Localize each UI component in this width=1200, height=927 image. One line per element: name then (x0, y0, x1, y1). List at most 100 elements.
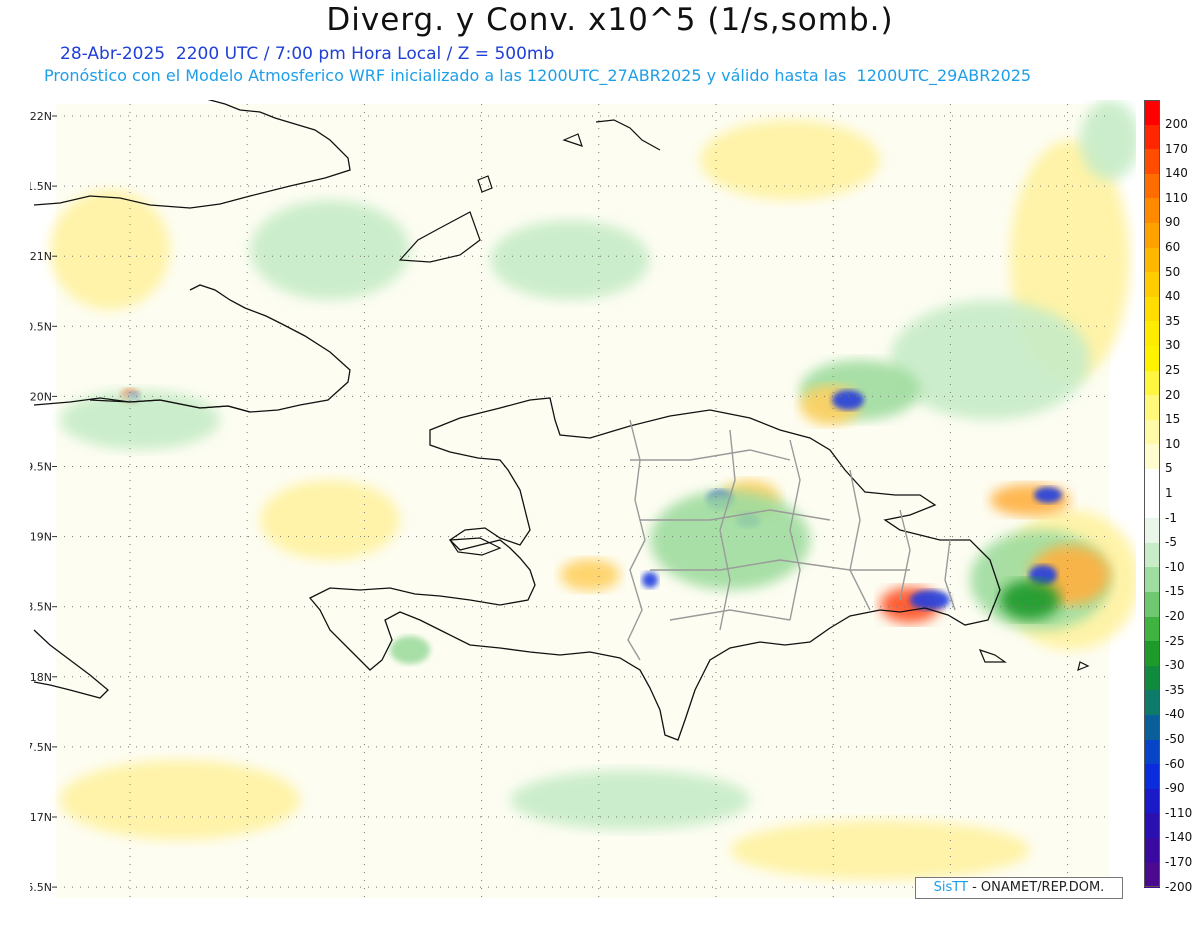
colorbar-label: 35 (1165, 313, 1181, 328)
lat-label: 1.5N (30, 180, 52, 193)
field-patch (700, 120, 880, 200)
colorbar-swatch (1144, 567, 1160, 593)
colorbar-label: 20 (1165, 387, 1181, 402)
colorbar-label: 140 (1165, 166, 1188, 181)
colorbar-swatch (1144, 124, 1160, 150)
colorbar-label: 1 (1165, 486, 1173, 500)
colorbar-swatch (1144, 788, 1160, 814)
field-patch (560, 559, 620, 591)
colorbar-swatch (1144, 321, 1160, 347)
valid-time-subtitle: 28-Abr-2025 2200 UTC / 7:00 pm Hora Loca… (60, 44, 555, 64)
colorbar-legend: 200 170 140 110 90 60 50 40 35 30 25 20 15 10 5 1 -1 -5 -1… (1144, 100, 1200, 905)
colorbar-swatch (1144, 838, 1160, 864)
divergence-field (50, 100, 1136, 880)
colorbar-label: 200 (1165, 117, 1188, 131)
field-patch (1080, 100, 1136, 180)
credit-box: SisTT - ONAMET/REP.DOM. (915, 877, 1123, 899)
colorbar-swatch (1144, 100, 1160, 126)
field-patch (510, 770, 750, 830)
lat-label: 9.5N (30, 461, 52, 474)
colorbar-label: -40 (1165, 707, 1185, 722)
lat-label: 18N (30, 671, 52, 684)
map-panel: 22N 1.5N 21N 0.5N 20N 9.5N 19N 8.5N 18N 7.5N 17N 6.… (30, 100, 1136, 900)
colorbar-label: 170 (1165, 141, 1188, 156)
colorbar-swatch (1144, 198, 1160, 224)
colorbar-label: -170 (1165, 855, 1193, 869)
colorbar-label: -15 (1165, 584, 1185, 599)
province-borders (627, 419, 956, 661)
field-patch (1034, 487, 1062, 503)
colorbar-label: 15 (1165, 412, 1181, 427)
colorbar-label: 60 (1165, 240, 1181, 254)
colorbar-swatch (1144, 739, 1160, 765)
field-patch (890, 300, 1090, 420)
colorbar-swatch (1144, 641, 1160, 667)
map-title: Diverg. y Conv. x10^5 (1/s,somb.) (326, 2, 894, 38)
colorbar-label: 25 (1165, 363, 1181, 377)
colorbar-swatch (1144, 665, 1160, 691)
field-patch (60, 390, 220, 450)
field-patch (1000, 580, 1060, 620)
colorbar-label: 40 (1165, 289, 1181, 304)
colorbar-label: -60 (1165, 756, 1185, 771)
field-patch (50, 190, 170, 310)
field-patch (250, 200, 410, 300)
field-patch (390, 636, 430, 664)
colorbar-label: -140 (1165, 830, 1193, 845)
colorbar-swatch (1144, 518, 1160, 544)
colorbar-swatch (1144, 247, 1160, 273)
colorbar-label: 30 (1165, 338, 1181, 353)
colorbar-label: 10 (1165, 436, 1181, 451)
divergence-map: 22N 1.5N 21N 0.5N 20N 9.5N 19N 8.5N 18N 7.5N 17N 6.… (30, 100, 1136, 898)
field-patch (260, 480, 400, 560)
colorbar-swatch (1144, 813, 1160, 839)
colorbar-swatch (1144, 493, 1160, 519)
colorbar-label: -50 (1165, 732, 1185, 746)
colorbar-label: 50 (1165, 264, 1181, 279)
colorbar-label: -30 (1165, 658, 1185, 673)
colorbar-swatch (1144, 296, 1160, 322)
colorbar-swatch (1144, 542, 1160, 568)
colorbar-swatch (1144, 370, 1160, 396)
field-patch (1029, 565, 1057, 585)
colorbar-swatch (1144, 173, 1160, 199)
field-patch (910, 590, 950, 610)
lat-label: 22N (30, 110, 52, 123)
colorbar-label: -25 (1165, 633, 1185, 648)
field-patch (60, 760, 300, 840)
colorbar-swatch (1144, 419, 1160, 445)
field-patch (832, 390, 864, 410)
lat-label: 21N (30, 250, 52, 263)
model-info-subtitle: Pronóstico con el Modelo Atmosferico WRF… (44, 66, 1032, 85)
colorbar-swatch (1144, 272, 1160, 298)
lat-label: 20N (30, 390, 52, 403)
colorbar-swatch (1144, 469, 1160, 495)
field-patch (490, 220, 650, 300)
field-patch (650, 490, 810, 590)
lat-label: 0.5N (30, 320, 52, 333)
colorbar-swatch (1144, 592, 1160, 618)
sis-logo-text: SisTT (933, 880, 968, 895)
colorbar-swatch (1144, 715, 1160, 741)
colorbar-label: -110 (1165, 805, 1193, 820)
colorbar-label: -5 (1165, 535, 1177, 550)
colorbar-label: -1 (1165, 510, 1177, 525)
colorbar-swatch (1144, 616, 1160, 642)
colorbar-label: 5 (1165, 461, 1173, 476)
colorbar-label: -200 (1165, 879, 1193, 894)
lat-lon-grid: 22N 1.5N 21N 0.5N 20N 9.5N 19N 8.5N 18N 7.5N 17N 6.… (30, 104, 1110, 898)
colorbar-swatch (1144, 149, 1160, 175)
colorbar-swatch (1144, 690, 1160, 716)
colorbar-label: -10 (1165, 559, 1185, 574)
colorbar-label: 90 (1165, 215, 1181, 230)
lat-label: 7.5N (30, 741, 52, 754)
colorbar-swatch (1144, 223, 1160, 249)
colorbar-swatch (1144, 395, 1160, 421)
colorbar-swatch (1144, 346, 1160, 372)
colorbar-swatch (1144, 862, 1160, 888)
colorbar-label: -20 (1165, 609, 1185, 623)
colorbar-label: 110 (1165, 190, 1188, 205)
lat-label: 8.5N (30, 601, 52, 614)
lat-label: 17N (30, 811, 52, 824)
credit-text: - ONAMET/REP.DOM. (972, 880, 1105, 895)
